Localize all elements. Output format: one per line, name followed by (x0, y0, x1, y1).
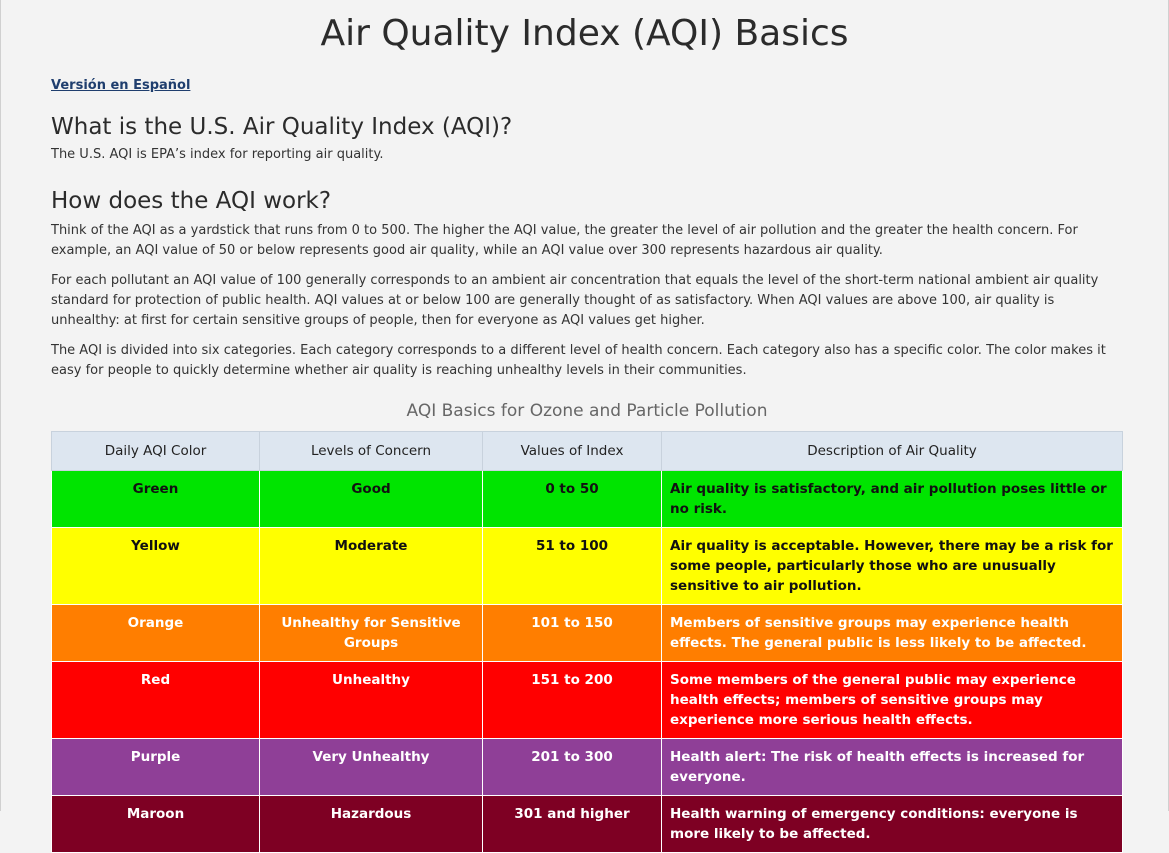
cell-values: 0 to 50 (482, 470, 662, 528)
page-title: Air Quality Index (AQI) Basics (320, 13, 849, 54)
header-daily-aqi-color: Daily AQI Color (51, 431, 260, 471)
header-levels-of-concern: Levels of Concern (259, 431, 483, 471)
how-aqi-works-paragraph-1: Think of the AQI as a yardstick that run… (51, 223, 1078, 258)
cell-level: Moderate (259, 527, 483, 605)
what-is-aqi-text: The U.S. AQI is EPA’s index for reportin… (51, 147, 384, 162)
cell-color: Yellow (51, 527, 260, 605)
cell-level: Unhealthy (259, 661, 483, 739)
how-aqi-works-heading: How does the AQI work? (51, 188, 332, 214)
cell-values: 151 to 200 (482, 661, 662, 739)
header-description: Description of Air Quality (661, 431, 1123, 471)
spanish-version-link[interactable]: Versión en Español (51, 78, 191, 93)
what-is-aqi-heading: What is the U.S. Air Quality Index (AQI)… (51, 114, 513, 140)
cell-level: Hazardous (259, 795, 483, 853)
table-header-row: Daily AQI Color Levels of Concern Values… (51, 431, 1123, 471)
table-row-red: Red Unhealthy 151 to 200 Some members of… (51, 661, 1123, 739)
cell-description: Members of sensitive groups may experien… (661, 604, 1123, 662)
cell-color: Green (51, 470, 260, 528)
cell-description: Air quality is acceptable. However, ther… (661, 527, 1123, 605)
cell-color: Orange (51, 604, 260, 662)
cell-description: Health warning of emergency conditions: … (661, 795, 1123, 853)
table-row-purple: Purple Very Unhealthy 201 to 300 Health … (51, 738, 1123, 796)
cell-values: 201 to 300 (482, 738, 662, 796)
aqi-basics-table: Daily AQI Color Levels of Concern Values… (51, 431, 1123, 853)
cell-level: Very Unhealthy (259, 738, 483, 796)
cell-description: Health alert: The risk of health effects… (661, 738, 1123, 796)
cell-color: Red (51, 661, 260, 739)
header-values-of-index: Values of Index (482, 431, 662, 471)
main-content: Versión en Español What is the U.S. Air … (51, 74, 1123, 853)
table-row-green: Green Good 0 to 50 Air quality is satisf… (51, 470, 1123, 528)
how-aqi-works-paragraph-2: For each pollutant an AQI value of 100 g… (51, 273, 1099, 328)
cell-values: 301 and higher (482, 795, 662, 853)
table-row-maroon: Maroon Hazardous 301 and higher Health w… (51, 795, 1123, 853)
cell-level: Good (259, 470, 483, 528)
cell-description: Air quality is satisfactory, and air pol… (661, 470, 1123, 528)
cell-description: Some members of the general public may e… (661, 661, 1123, 739)
table-row-orange: Orange Unhealthy for Sensitive Groups 10… (51, 604, 1123, 662)
cell-values: 51 to 100 (482, 527, 662, 605)
table-row-yellow: Yellow Moderate 51 to 100 Air quality is… (51, 527, 1123, 605)
cell-values: 101 to 150 (482, 604, 662, 662)
cell-color: Maroon (51, 795, 260, 853)
cell-level: Unhealthy for Sensitive Groups (259, 604, 483, 662)
cell-color: Purple (51, 738, 260, 796)
how-aqi-works-paragraph-3: The AQI is divided into six categories. … (51, 343, 1106, 378)
table-caption: AQI Basics for Ozone and Particle Pollut… (406, 401, 768, 421)
